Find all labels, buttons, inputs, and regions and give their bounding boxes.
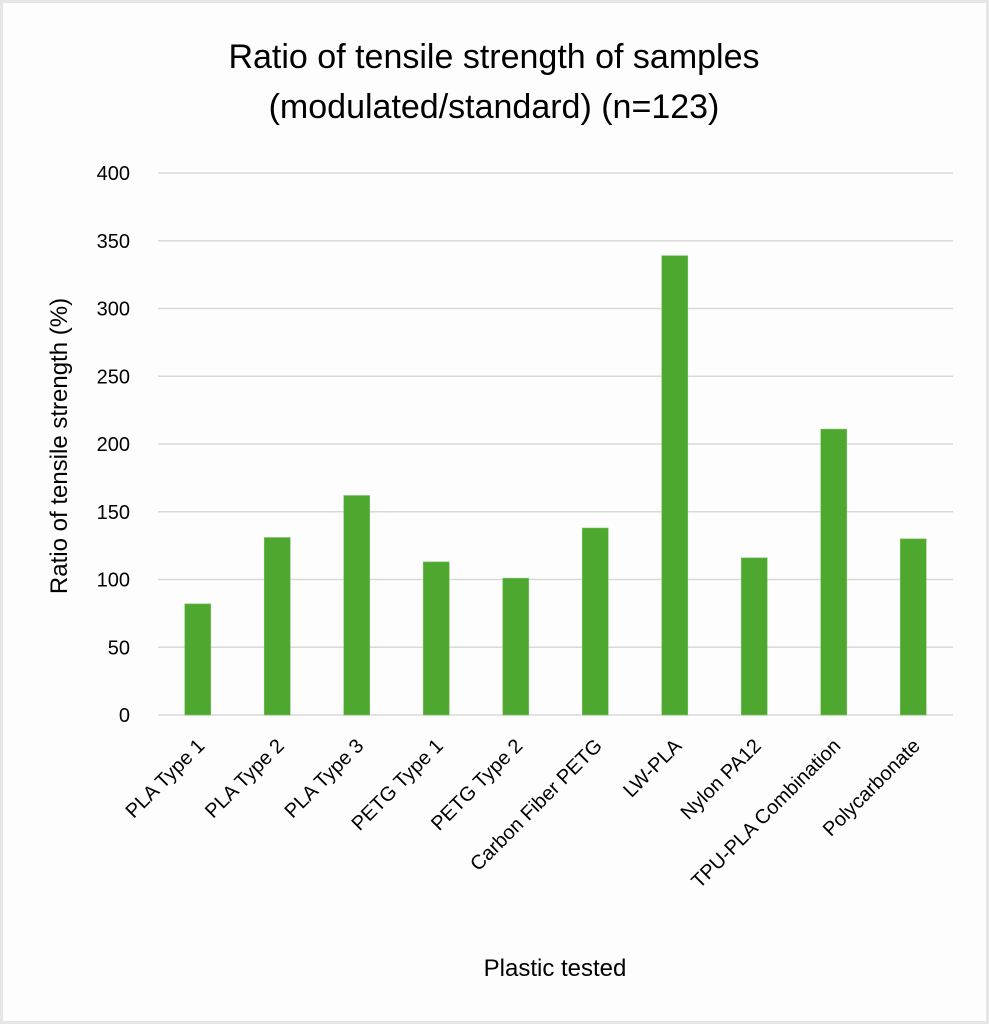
y-tick-label: 100 <box>97 570 130 592</box>
y-tick-label: 350 <box>97 231 130 253</box>
x-category-label: Nylon PA12 <box>677 735 766 824</box>
y-tick-label: 250 <box>97 366 130 388</box>
chart-title: Ratio of tensile strength of samples (mo… <box>228 38 759 126</box>
x-category-label: LW-PLA <box>619 735 686 802</box>
chart-area: Ratio of tensile strength of samples (mo… <box>3 3 986 1021</box>
bar-carbon-fiber-petg <box>581 527 609 716</box>
y-tick-label: 300 <box>97 299 130 321</box>
x-category-label: TPU-PLA Combination <box>687 735 845 893</box>
y-tick-label: 200 <box>97 434 130 456</box>
x-category-label: PLA Type 3 <box>281 735 369 823</box>
y-tick-label: 50 <box>108 637 130 659</box>
bar-lw-pla <box>661 255 689 716</box>
bar-petg-type-2 <box>502 577 530 716</box>
bar-polycarbonate <box>899 538 927 716</box>
bar-tpu-pla-combination <box>820 428 848 716</box>
bar-chart: Ratio of tensile strength of samples (mo… <box>46 38 953 982</box>
x-category-label: PLA Type 1 <box>122 735 210 823</box>
x-category-label: Carbon Fiber PETG <box>466 735 607 876</box>
chart-title-line-2: (modulated/standard) (n=123) <box>269 88 720 126</box>
x-axis-title: Plastic tested <box>484 955 627 982</box>
bar-pla-type-1 <box>184 603 212 716</box>
bar-pla-type-2 <box>263 537 291 716</box>
bar-pla-type-3 <box>343 495 371 716</box>
chart-title-line-1: Ratio of tensile strength of samples <box>228 38 759 76</box>
x-category-label: PLA Type 2 <box>201 735 289 823</box>
bar-petg-type-1 <box>422 561 450 716</box>
bars <box>184 255 927 716</box>
bar-nylon-pa12 <box>740 557 768 716</box>
y-axis-title: Ratio of tensile strength (%) <box>46 298 73 594</box>
y-tick-label: 400 <box>97 163 130 185</box>
y-axis-ticks: 0 50 100 150 200 250 300 350 400 <box>97 163 130 727</box>
y-tick-label: 150 <box>97 502 130 524</box>
y-tick-label: 0 <box>119 705 130 727</box>
